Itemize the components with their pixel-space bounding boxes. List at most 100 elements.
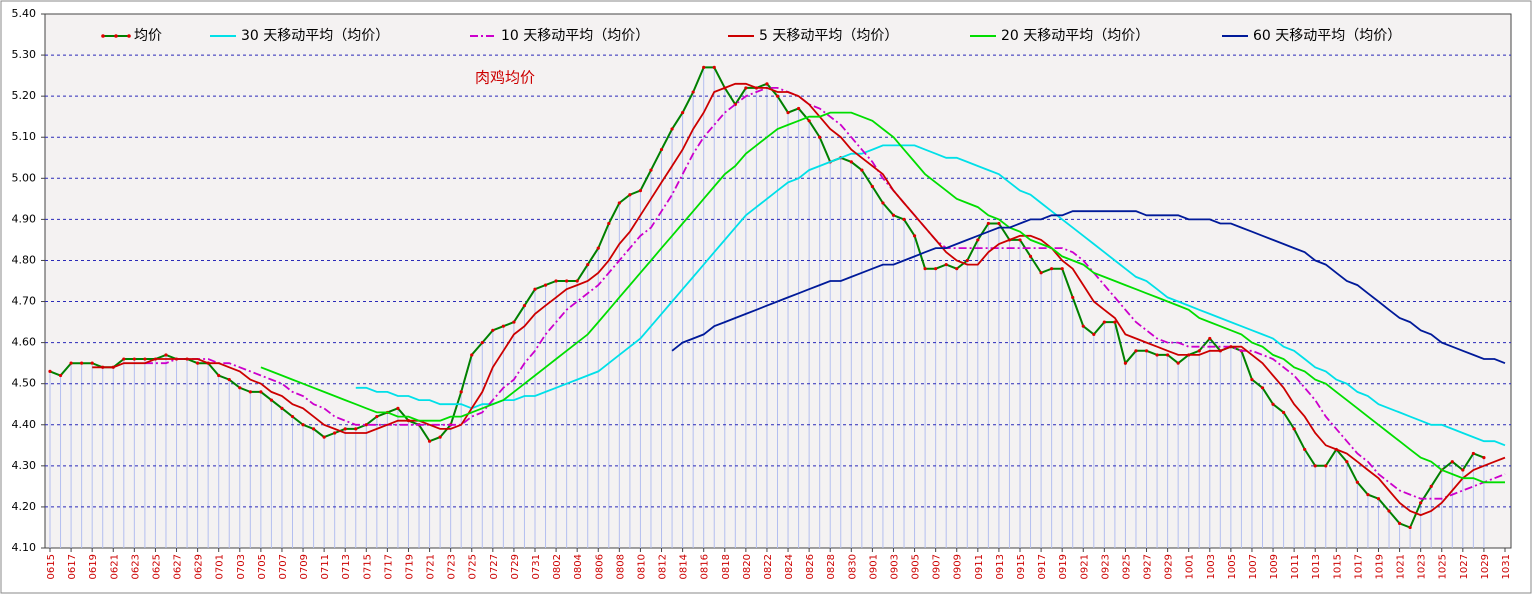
x-tick-label: 0709 — [299, 554, 310, 579]
x-tick-label: 0812 — [658, 554, 669, 579]
point — [1408, 525, 1412, 530]
x-tick-label: 1005 — [1227, 554, 1238, 579]
y-tick-label: 4.80 — [12, 253, 37, 266]
point — [238, 386, 242, 390]
x-tick-label: 0828 — [826, 554, 837, 579]
x-tick-label: 1029 — [1480, 554, 1491, 579]
point — [818, 135, 822, 139]
point — [596, 246, 600, 250]
x-tick-label: 0816 — [700, 554, 711, 579]
series-line — [144, 87, 1506, 500]
point — [565, 279, 569, 283]
point — [1471, 451, 1475, 456]
x-tick-label: 0719 — [404, 554, 415, 579]
point — [196, 361, 200, 365]
x-tick-label: 0923 — [1100, 554, 1111, 579]
point — [912, 234, 917, 238]
point — [90, 361, 94, 365]
point — [1081, 324, 1085, 328]
point — [986, 221, 990, 226]
point — [438, 435, 442, 439]
point — [1028, 254, 1033, 258]
x-tick-label: 1011 — [1290, 554, 1301, 579]
point — [1281, 410, 1286, 415]
point — [1208, 336, 1212, 341]
y-tick-label: 5.40 — [12, 7, 37, 20]
x-tick-label: 1031 — [1501, 554, 1512, 579]
point — [575, 279, 579, 283]
x-tick-label: 0911 — [974, 554, 985, 579]
point — [132, 357, 136, 361]
point — [976, 238, 980, 242]
y-tick-label: 4.40 — [12, 418, 37, 431]
point — [396, 406, 400, 410]
point — [649, 168, 653, 172]
point — [1303, 447, 1307, 452]
x-tick-label: 0629 — [194, 554, 205, 579]
legend-marker — [101, 34, 105, 38]
x-tick-label: 1021 — [1396, 554, 1407, 579]
y-tick-label: 5.00 — [12, 171, 37, 184]
x-tick-label: 0826 — [805, 554, 816, 579]
x-tick-label: 0824 — [784, 554, 795, 579]
series-line — [671, 210, 1506, 365]
point — [364, 423, 368, 427]
x-tick-label: 0925 — [1121, 554, 1132, 579]
x-tick-label: 0822 — [763, 554, 774, 579]
point — [1250, 377, 1254, 382]
point — [143, 357, 147, 361]
point — [881, 201, 885, 205]
x-tick-label: 0705 — [257, 554, 268, 579]
x-tick-label: 0915 — [1016, 554, 1027, 579]
point — [301, 423, 305, 427]
point — [1450, 460, 1454, 464]
y-tick-label: 4.20 — [12, 500, 37, 513]
x-tick-label: 0627 — [173, 554, 184, 579]
point — [628, 193, 632, 197]
x-tick-label: 0717 — [383, 554, 394, 579]
point — [470, 353, 474, 357]
point — [1071, 295, 1075, 300]
point — [1060, 267, 1064, 271]
point — [480, 341, 484, 345]
point — [997, 221, 1001, 226]
point — [248, 390, 252, 394]
y-tick-label: 4.30 — [12, 459, 37, 472]
point — [554, 279, 558, 283]
x-tick-label: 0703 — [236, 554, 247, 579]
x-tick-label: 0806 — [594, 554, 605, 579]
x-tick-label: 0731 — [531, 554, 542, 579]
point — [543, 283, 548, 287]
point — [849, 160, 853, 164]
point — [607, 221, 611, 226]
series-line — [355, 144, 1506, 447]
point — [691, 90, 695, 94]
point — [1313, 464, 1317, 468]
x-tick-label: 0621 — [109, 554, 120, 579]
series-line — [260, 111, 1505, 484]
x-tick-label: 0808 — [615, 554, 626, 579]
point — [1123, 361, 1128, 365]
legend-label: 5 天移动平均（均价） — [759, 28, 898, 44]
point — [217, 373, 221, 378]
point — [659, 147, 664, 152]
point — [1176, 361, 1180, 365]
x-tick-label: 0727 — [489, 554, 500, 579]
x-tick-label: 0617 — [67, 554, 78, 579]
point — [1292, 427, 1296, 431]
point — [1355, 480, 1359, 484]
x-tick-label: 1017 — [1353, 554, 1364, 579]
x-tick-label: 1025 — [1438, 554, 1449, 579]
point — [164, 353, 168, 357]
point — [712, 65, 716, 69]
point — [533, 287, 537, 291]
x-tick-label: 0913 — [995, 554, 1006, 579]
point — [702, 65, 706, 69]
point — [354, 427, 358, 431]
x-tick-label: 0625 — [151, 554, 162, 579]
point — [1461, 468, 1465, 472]
x-tick-label: 0619 — [88, 554, 99, 579]
point — [807, 119, 811, 123]
y-tick-label: 5.20 — [12, 89, 37, 102]
